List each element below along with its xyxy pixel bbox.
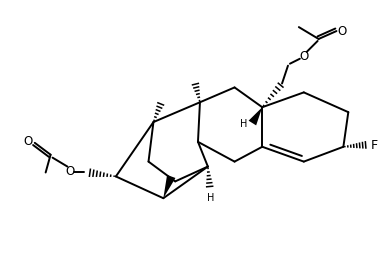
Text: O: O	[299, 50, 308, 63]
Text: O: O	[23, 135, 32, 148]
Text: O: O	[338, 24, 347, 37]
Text: O: O	[66, 164, 75, 177]
Polygon shape	[248, 108, 262, 126]
Text: H: H	[240, 119, 247, 129]
Text: H: H	[207, 193, 214, 202]
Text: F: F	[370, 139, 378, 152]
Polygon shape	[163, 175, 176, 198]
